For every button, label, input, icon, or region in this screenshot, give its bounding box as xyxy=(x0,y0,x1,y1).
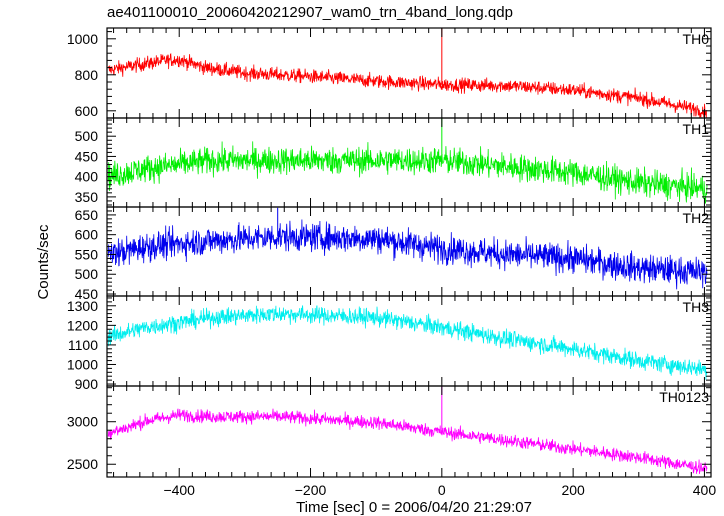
y-tick-label-th1: 500 xyxy=(75,128,99,144)
y-tick-label-th3: 1100 xyxy=(68,337,98,353)
panel-frame-th3 xyxy=(106,295,712,387)
chart-title: ae401100010_20060420212907_wam0_trn_4ban… xyxy=(107,4,513,21)
y-tick-label-th1: 400 xyxy=(75,169,99,185)
y-tick-label-th0123: 2500 xyxy=(67,456,98,472)
series-label-th3: TH3 xyxy=(683,299,710,315)
y-tick-label-th0: 1000 xyxy=(67,31,98,47)
series-line-th3 xyxy=(107,305,708,380)
y-axis-label: Counts/sec xyxy=(35,224,52,300)
panel-th1: 350 400 450 500 TH1 xyxy=(75,117,712,208)
y-tick-label-th2: 500 xyxy=(75,266,99,282)
series-label-th0: TH0 xyxy=(683,31,710,47)
series-line-th1 xyxy=(107,141,708,204)
y-tick-label-th0: 800 xyxy=(75,67,99,83)
series-label-th0123: TH0123 xyxy=(659,389,709,405)
series-label-th2: TH2 xyxy=(683,210,710,226)
y-tick-label-th0: 600 xyxy=(75,103,99,119)
y-tick-label-th0123: 3000 xyxy=(67,414,98,430)
y-tick-label-th3: 900 xyxy=(75,376,99,392)
series-line-th2 xyxy=(107,219,708,290)
panel-frame-th0123 xyxy=(106,385,712,478)
series-line-th0123 xyxy=(107,408,708,474)
panel-th3: 900 1000 1100 1200 1300 TH3 xyxy=(67,295,712,392)
panel-th0: 600 800 1000 TH0 xyxy=(67,27,712,119)
x-axis: −400 −200 0 200 400 xyxy=(163,482,716,498)
x-tick-label: 0 xyxy=(438,482,446,498)
y-tick-label-th2: 550 xyxy=(75,246,99,262)
y-tick-label-th3: 1000 xyxy=(67,356,98,372)
y-tick-label-th1: 350 xyxy=(75,189,99,205)
panels-layer: 600 800 1000 TH0 350 400 450 500 TH1 450 500 550 600… xyxy=(67,27,712,478)
panel-frame-th0 xyxy=(106,27,712,119)
y-tick-label-th3: 1200 xyxy=(67,317,98,333)
series-line-th0 xyxy=(107,52,708,118)
y-tick-label-th3: 1300 xyxy=(67,298,98,314)
x-tick-label: 200 xyxy=(561,482,585,498)
panel-th0123: 2500 3000 TH0123 xyxy=(67,385,712,478)
y-tick-label-th2: 650 xyxy=(75,207,99,223)
y-tick-label-th2: 450 xyxy=(75,286,99,302)
panel-th2: 450 500 550 600 650 TH2 xyxy=(75,206,712,302)
x-tick-label: −400 xyxy=(163,482,195,498)
x-tick-label: 400 xyxy=(693,482,717,498)
series-label-th1: TH1 xyxy=(683,121,710,137)
x-tick-label: −200 xyxy=(295,482,327,498)
y-tick-label-th2: 600 xyxy=(75,227,99,243)
x-axis-label: Time [sec] 0 = 2006/04/20 21:29:07 xyxy=(296,499,532,516)
y-tick-label-th1: 450 xyxy=(75,148,99,164)
